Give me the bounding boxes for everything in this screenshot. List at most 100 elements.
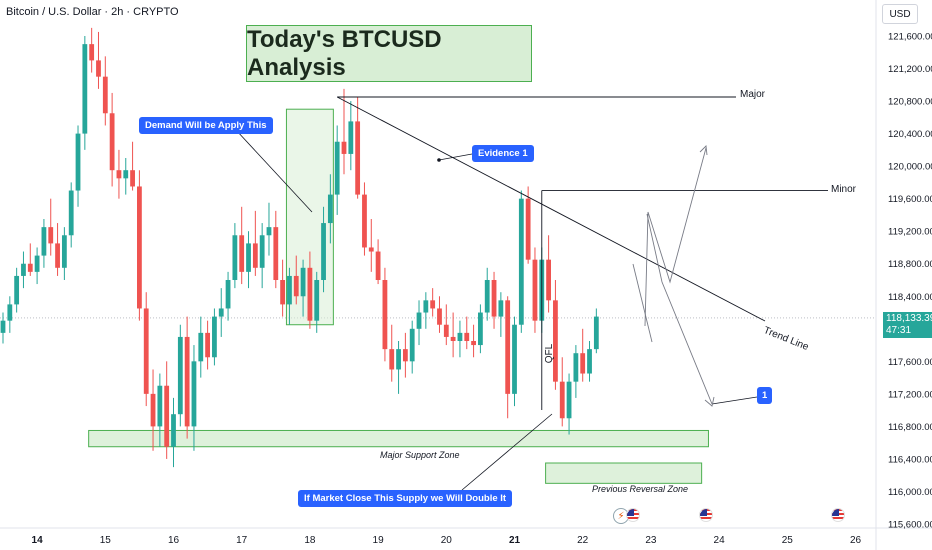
candle-body [573, 353, 579, 382]
major-support-label: Major Support Zone [380, 450, 460, 460]
us-flag-icon[interactable] [699, 508, 713, 522]
projection-path [646, 213, 713, 405]
candle-body [409, 328, 415, 362]
demand-callout[interactable]: Demand Will be Apply This [139, 117, 273, 134]
target-connector [711, 396, 758, 405]
candle-body [212, 316, 217, 358]
candle-body [518, 198, 524, 325]
y-tick-label: 121,600.00 [888, 32, 932, 43]
candle-body [382, 280, 388, 350]
candle-body [75, 133, 81, 191]
candle-body [587, 349, 592, 374]
candle-body [27, 263, 33, 272]
candle-body [177, 336, 183, 415]
candle-body [21, 263, 26, 276]
x-tick-label: 24 [714, 535, 726, 546]
candle-body [437, 308, 442, 325]
countdown-value: 47:31 [886, 325, 912, 336]
demand-connector [235, 129, 313, 213]
candle-body [14, 275, 20, 305]
candle-body [55, 243, 60, 268]
trend-line [336, 96, 766, 322]
candle-body [430, 300, 436, 309]
candle-body [293, 275, 299, 297]
candle-body [389, 349, 395, 370]
candle-body [205, 332, 210, 358]
candle-body [116, 170, 122, 179]
candle-body [0, 320, 6, 333]
candle-body [341, 141, 347, 154]
y-tick-label: 118,400.00 [888, 292, 932, 303]
minor-level-label: Minor [831, 184, 857, 195]
candle-body [96, 60, 101, 77]
candle-body [593, 316, 599, 350]
candle-body [191, 361, 197, 427]
y-tick-label: 120,400.00 [888, 129, 932, 140]
y-tick-label: 120,800.00 [888, 97, 932, 108]
us-flag-icon[interactable] [626, 508, 640, 522]
x-tick-label: 18 [304, 535, 316, 546]
x-tick-label: 15 [100, 535, 112, 546]
candle-body [232, 235, 238, 280]
candle-body [218, 308, 224, 317]
us-flag-icon[interactable] [831, 508, 845, 522]
candle-body [491, 280, 497, 317]
y-tick-label: 116,400.00 [888, 454, 932, 465]
drawings-layer [235, 96, 828, 491]
market-close-connector [461, 413, 553, 491]
currency-button[interactable]: USD [882, 4, 918, 24]
y-tick-label: 116,800.00 [888, 422, 932, 433]
zones-layer [88, 108, 709, 484]
y-tick-label: 120,000.00 [888, 162, 932, 173]
candle-body [457, 332, 463, 341]
y-tick-label: 115,600.00 [888, 520, 932, 531]
candle-body [68, 190, 74, 236]
candle-body [348, 121, 354, 154]
candle-body [484, 280, 490, 313]
x-tick-label: 22 [577, 535, 589, 546]
candle-body [171, 414, 176, 447]
x-tick-label: 25 [782, 535, 794, 546]
y-tick-label: 118,800.00 [888, 259, 932, 270]
candle-body [123, 170, 129, 179]
candle-body [580, 353, 586, 374]
price-axis[interactable]: 121,600.00 121,200.00 120,800.00 120,400.00… [888, 32, 932, 531]
time-axis[interactable]: 14 15 16 17 18 19 20 21 22 23 24 25 26 [32, 535, 862, 546]
candle-body [321, 223, 326, 280]
candle-body [327, 194, 333, 224]
x-tick-label: 23 [645, 535, 657, 546]
candle-body [443, 324, 449, 337]
candle-body [48, 227, 54, 244]
evidence-callout[interactable]: Evidence 1 [472, 145, 534, 162]
x-tick-label: 19 [373, 535, 385, 546]
candle-body [478, 312, 483, 346]
candle-body [82, 44, 88, 134]
major-level-label: Major [740, 89, 766, 100]
candle-body [423, 300, 429, 313]
candle-body [566, 381, 572, 419]
candle-body [137, 186, 142, 309]
evidence-connector [438, 153, 473, 161]
candle-body [559, 381, 565, 419]
candle-body [375, 251, 381, 280]
candle-body [498, 300, 504, 317]
candle-body [314, 280, 320, 321]
candle-body [266, 227, 272, 236]
y-tick-label: 117,600.00 [888, 357, 932, 368]
candle-body [512, 324, 517, 394]
projection-arrow-down [704, 396, 715, 407]
y-tick-label: 117,200.00 [888, 389, 932, 400]
candle-body [402, 349, 408, 362]
candle-body [150, 393, 156, 427]
candle-body [471, 341, 476, 346]
candle-body [143, 308, 149, 394]
target-callout[interactable]: 1 [757, 387, 773, 404]
x-tick-label: 20 [441, 535, 453, 546]
candle-body [546, 259, 551, 301]
candle-body [164, 385, 170, 447]
candle-body [355, 121, 361, 195]
market-close-callout[interactable]: If Market Close This Supply we Will Doub… [298, 490, 513, 507]
zone-rect [88, 429, 709, 448]
analysis-title: Today's BTCUSD Analysis [246, 25, 532, 82]
